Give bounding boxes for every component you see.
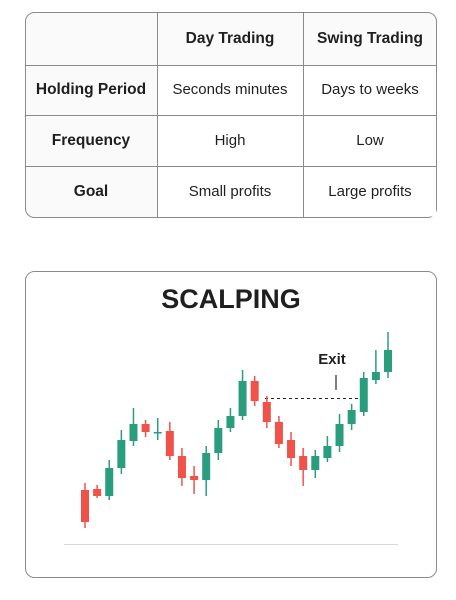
candle-body [299, 456, 308, 470]
candle-body [177, 456, 186, 478]
candle-body [359, 378, 368, 412]
chart-title: SCALPING [161, 284, 301, 314]
candles [81, 332, 392, 528]
candle-body [214, 428, 223, 453]
candle-body [287, 440, 296, 458]
candle-body [226, 416, 235, 428]
cell-bg [158, 116, 303, 166]
candle-body [371, 372, 380, 380]
cell-bg [304, 116, 436, 166]
cell-bg [158, 167, 303, 217]
candle-body [250, 381, 259, 401]
candle-body [153, 432, 162, 434]
table-grid [26, 13, 436, 217]
candle-body [141, 424, 150, 432]
column-header: Swing Trading [317, 30, 423, 47]
cell: High [215, 132, 246, 149]
row-header: Holding Period [36, 81, 146, 98]
candle-body [105, 468, 114, 496]
annotation: Exit [318, 351, 346, 368]
candle-body [262, 402, 271, 422]
candle-body [311, 456, 320, 470]
row-header: Goal [74, 183, 108, 200]
cell: Seconds minutes [172, 81, 287, 98]
column-header: Day Trading [186, 30, 275, 47]
candle-body [190, 476, 199, 480]
candle-body [202, 453, 211, 480]
candle-body [335, 424, 344, 446]
candle-body [384, 350, 392, 372]
candle-body [81, 490, 89, 522]
cell-bg [304, 167, 436, 217]
candle-body [274, 422, 283, 444]
candle-body [238, 381, 247, 416]
cell: Low [356, 132, 384, 149]
cell-bg [158, 66, 303, 115]
cell-bg [304, 66, 436, 115]
candle-body [347, 410, 356, 424]
candle-body [323, 446, 332, 458]
candle-body [129, 424, 138, 441]
comparison-table: Day Trading Swing Trading Holding Period Se… [25, 12, 437, 218]
candle-body [165, 431, 174, 456]
cell: Large profits [328, 183, 411, 200]
candle-body [93, 489, 102, 496]
row-header: Frequency [52, 132, 131, 149]
cell: Days to weeks [321, 81, 419, 98]
cell: Small profits [189, 183, 272, 200]
candle-body [117, 440, 126, 468]
